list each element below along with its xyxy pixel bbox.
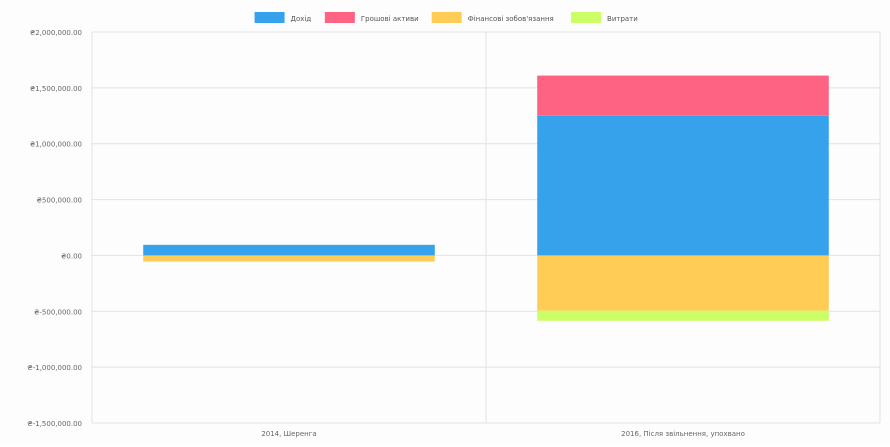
bars (143, 75, 829, 321)
bar-segment (143, 244, 435, 256)
y-tick-label: ₴-500,000.00 (34, 308, 82, 316)
legend-swatch (431, 12, 462, 23)
bar-segment (537, 255, 829, 311)
legend-label: Дохід (291, 15, 312, 23)
legend-label: Фінансові зобов'язання (468, 15, 554, 23)
legend-label: Витрати (607, 15, 638, 23)
legend-label: Грошові активи (361, 15, 419, 23)
legend: Дохід Грошові активи Фінансові зобов'язанн… (254, 12, 638, 23)
bar-segment (143, 255, 435, 262)
y-tick-label: ₴1,000,000.00 (30, 141, 82, 149)
legend-swatch (254, 12, 285, 23)
y-tick-label: ₴-1,000,000.00 (27, 364, 82, 372)
legend-swatch (324, 12, 355, 23)
bar-segment (537, 310, 829, 321)
y-tick-label: ₴500,000.00 (37, 197, 83, 205)
y-tick-label: ₴0.00 (61, 252, 82, 260)
legend-swatch (571, 12, 602, 23)
y-tick-label: ₴2,000,000.00 (30, 29, 82, 37)
y-tick-label: ₴1,500,000.00 (30, 85, 82, 93)
bar-segment (537, 115, 829, 256)
y-tick-label: ₴-1,500,000.00 (27, 420, 82, 428)
x-tick-label: 2016, Після звільнення, упохвано (621, 430, 745, 438)
x-tick-label: 2014, Шеренга (261, 430, 316, 438)
bar-segment (537, 75, 829, 116)
